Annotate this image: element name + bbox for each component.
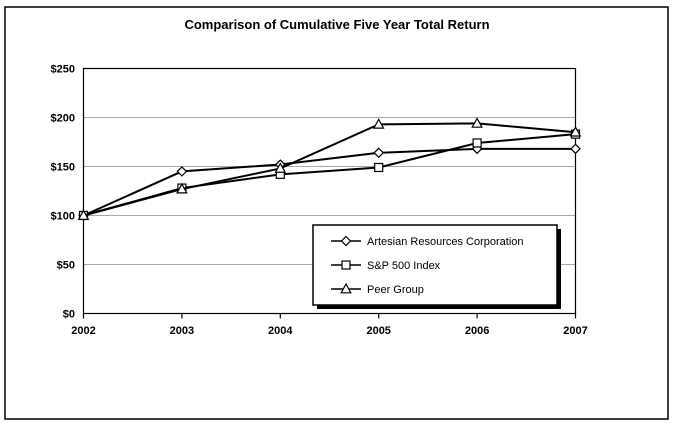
y-axis-tick-label: $100 xyxy=(51,211,75,223)
y-axis-tick-label: $250 xyxy=(51,64,75,76)
legend-marker-diamond xyxy=(340,235,352,247)
chart-outer-border xyxy=(4,6,669,420)
series-2-marker-triangle xyxy=(176,182,188,194)
series-1-marker-square xyxy=(374,162,384,173)
series-1-marker-square xyxy=(472,138,482,148)
y-axis-tick-label: $0 xyxy=(63,309,75,321)
legend-label: Artesian Resources Corporation xyxy=(367,236,524,248)
x-axis-tick-label: 2006 xyxy=(465,325,489,337)
series-2-marker-triangle xyxy=(77,209,90,220)
plot-area-border xyxy=(82,67,577,315)
series-line-2 xyxy=(83,122,576,217)
x-axis-tick-label: 2003 xyxy=(170,325,194,337)
series-0-marker-diamond xyxy=(570,143,581,155)
chart-title: Comparison of Cumulative Five Year Total… xyxy=(184,17,489,32)
x-axis-tick-label: 2005 xyxy=(366,325,390,337)
series-0-marker-diamond xyxy=(176,166,188,177)
legend-label: S&P 500 Index xyxy=(367,260,441,272)
series-line-0 xyxy=(83,147,576,217)
series-2-marker-triangle xyxy=(372,118,385,129)
series-2-marker-triangle xyxy=(569,125,582,137)
x-axis-tick-label: 2007 xyxy=(563,325,587,337)
legend-marker-square xyxy=(341,260,351,270)
series-2-marker-triangle xyxy=(274,162,287,173)
x-axis-tick-label: 2004 xyxy=(268,325,293,337)
y-axis-tick-label: $50 xyxy=(57,260,75,272)
series-0-marker-diamond xyxy=(373,147,385,159)
x-axis-tick-label: 2002 xyxy=(71,325,95,337)
legend-marker-triangle xyxy=(340,282,352,294)
y-axis-tick-label: $200 xyxy=(51,113,75,125)
y-axis-tick-label: $150 xyxy=(51,162,75,174)
legend-label: Peer Group xyxy=(367,284,424,296)
series-2-marker-triangle xyxy=(471,117,483,128)
